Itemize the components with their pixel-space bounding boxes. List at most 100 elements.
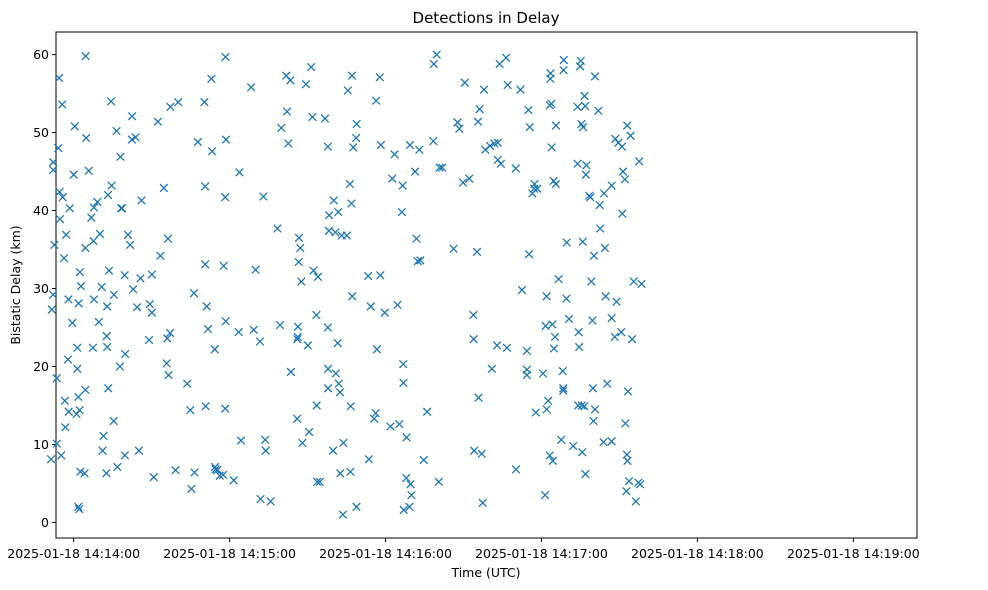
data-point — [293, 332, 302, 342]
data-point — [102, 342, 112, 352]
data-point — [203, 324, 213, 334]
data-point — [144, 335, 154, 345]
data-point — [61, 423, 70, 432]
data-point — [324, 226, 334, 236]
data-point — [376, 270, 385, 280]
data-point — [173, 97, 183, 107]
data-point — [595, 224, 605, 233]
data-point — [260, 435, 270, 445]
data-point — [312, 401, 321, 410]
data-point — [582, 161, 591, 170]
data-point — [511, 164, 520, 173]
data-point — [594, 106, 603, 116]
y-tick-label: 50 — [33, 125, 49, 140]
data-point — [587, 277, 596, 286]
data-point — [123, 230, 133, 239]
data-point — [626, 131, 635, 140]
data-point — [193, 137, 203, 147]
data-point — [429, 136, 438, 146]
y-tick-label: 60 — [33, 47, 49, 62]
data-point — [346, 467, 355, 476]
data-point — [562, 238, 571, 247]
x-tick-label: 2025-01-18 14:14:00 — [7, 546, 140, 561]
data-point — [390, 150, 399, 159]
data-point — [576, 56, 585, 66]
data-point — [542, 292, 551, 301]
data-point — [312, 310, 321, 320]
data-point — [189, 288, 199, 298]
data-point — [218, 470, 228, 480]
data-point — [573, 159, 582, 169]
data-point — [313, 272, 323, 282]
data-point — [578, 122, 588, 132]
data-point — [581, 170, 591, 179]
data-point — [331, 369, 341, 378]
data-point — [568, 441, 578, 451]
data-point — [580, 101, 590, 111]
data-point — [112, 126, 121, 136]
data-point — [156, 251, 165, 261]
data-point — [581, 469, 590, 479]
data-point — [533, 184, 542, 193]
data-point — [109, 290, 119, 300]
x-tick-label: 2025-01-18 14:15:00 — [163, 546, 296, 561]
data-point — [487, 364, 497, 374]
data-point — [102, 331, 111, 341]
data-point — [346, 401, 355, 411]
data-point — [106, 97, 116, 106]
data-point — [621, 419, 630, 428]
data-point — [601, 292, 610, 301]
data-point — [542, 405, 551, 414]
data-point — [127, 111, 137, 121]
data-point — [402, 433, 411, 442]
data-point — [115, 362, 125, 371]
data-point — [65, 203, 75, 213]
data-point — [540, 490, 550, 500]
data-point — [405, 502, 414, 512]
data-point — [293, 334, 302, 344]
data-point — [398, 181, 407, 190]
data-point — [256, 494, 265, 504]
data-point — [186, 405, 195, 415]
data-point — [522, 370, 532, 380]
data-point — [120, 451, 130, 460]
data-point — [292, 414, 302, 423]
data-point — [55, 187, 64, 197]
data-point — [351, 133, 361, 143]
data-point — [620, 175, 630, 184]
data-point — [349, 143, 358, 152]
data-point — [57, 100, 67, 109]
data-point — [517, 285, 527, 295]
data-point — [586, 193, 595, 202]
y-tick-label: 0 — [41, 515, 49, 530]
data-point — [602, 379, 612, 388]
y-axis-title: Bistatic Delay (km) — [8, 225, 23, 344]
data-point — [125, 240, 135, 250]
data-point — [623, 456, 632, 466]
data-point — [524, 105, 533, 115]
data-point — [201, 401, 210, 411]
data-point — [460, 78, 470, 87]
data-point — [348, 292, 357, 301]
data-point — [419, 455, 428, 465]
data-point — [435, 163, 444, 172]
data-point — [220, 404, 230, 413]
data-point — [236, 436, 246, 445]
data-point — [315, 477, 325, 487]
data-point — [210, 345, 220, 354]
data-point — [277, 123, 286, 133]
data-point — [473, 117, 483, 126]
data-points — [46, 50, 646, 519]
data-point — [453, 118, 462, 127]
data-point — [60, 396, 70, 406]
data-point — [286, 76, 295, 85]
data-point — [502, 343, 512, 353]
data-point — [549, 344, 559, 353]
data-point — [221, 316, 230, 326]
data-point — [412, 234, 421, 243]
data-point — [303, 341, 313, 350]
data-point — [64, 407, 73, 416]
data-point — [95, 229, 105, 239]
data-point — [434, 477, 444, 487]
data-point — [164, 370, 173, 380]
